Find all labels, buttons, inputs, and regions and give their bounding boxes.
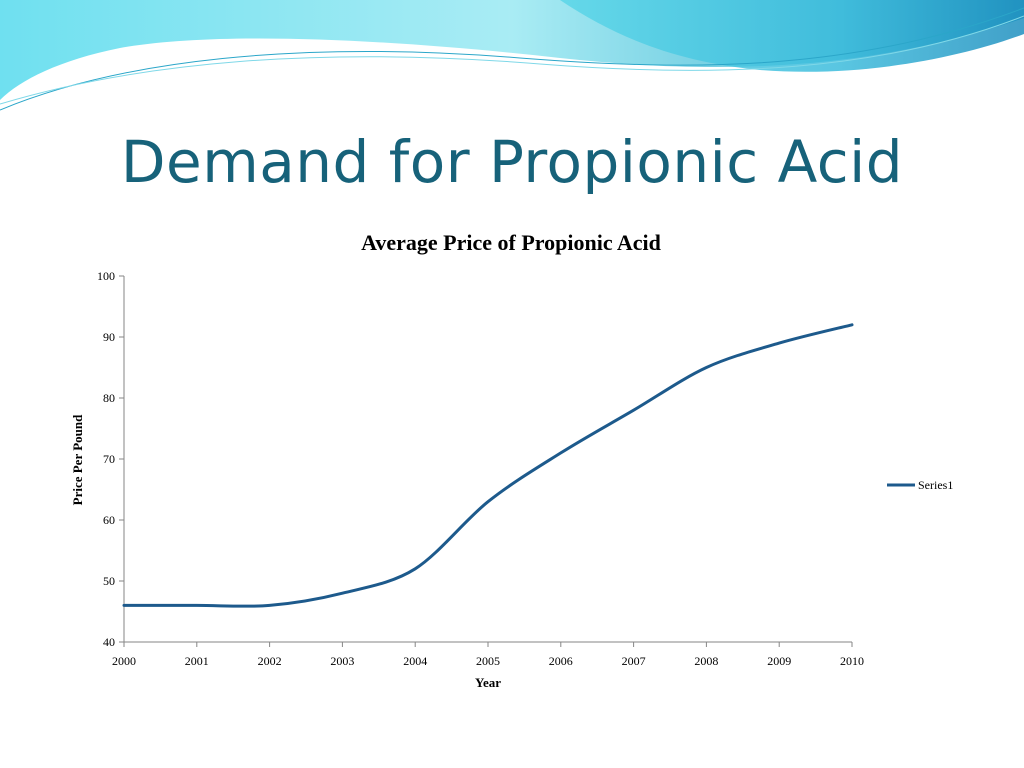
y-tick-label: 90 — [103, 330, 115, 344]
y-tick-label: 60 — [103, 513, 115, 527]
slide-title: Demand for Propionic Acid — [120, 128, 904, 196]
chart-axes: 40 50 60 70 80 90 100 2000 2001 2002 2003 2004 2005 2… — [97, 269, 864, 668]
y-tick-label: 100 — [97, 269, 115, 283]
x-tick-label: 2005 — [476, 654, 500, 668]
y-tick-label: 40 — [103, 635, 115, 649]
wave-line-2 — [0, 15, 1024, 105]
wave-band-right — [560, 0, 1024, 72]
y-tick-label: 50 — [103, 574, 115, 588]
legend-label-series1: Series1 — [918, 478, 953, 492]
x-tick-label: 2001 — [185, 654, 209, 668]
x-tick-label: 2004 — [403, 654, 427, 668]
wave-line-1 — [0, 7, 1024, 111]
y-axis-title: Price Per Pound — [70, 414, 85, 506]
y-tick-label: 80 — [103, 391, 115, 405]
chart-title: Average Price of Propionic Acid — [361, 230, 661, 255]
series-line-series1 — [122, 323, 854, 608]
x-tick-label: 2010 — [840, 654, 864, 668]
x-tick-label: 2009 — [767, 654, 791, 668]
decorative-wave-background — [0, 0, 1024, 111]
chart-legend: Series1 — [887, 478, 953, 492]
x-tick-label: 2008 — [694, 654, 718, 668]
chart-plot-area — [122, 323, 854, 608]
x-axis-title: Year — [475, 675, 501, 690]
x-tick-label: 2000 — [112, 654, 136, 668]
x-tick-label: 2006 — [549, 654, 573, 668]
x-tick-label: 2007 — [622, 654, 646, 668]
y-tick-label: 70 — [103, 452, 115, 466]
x-tick-label: 2003 — [330, 654, 354, 668]
x-tick-label: 2002 — [258, 654, 282, 668]
